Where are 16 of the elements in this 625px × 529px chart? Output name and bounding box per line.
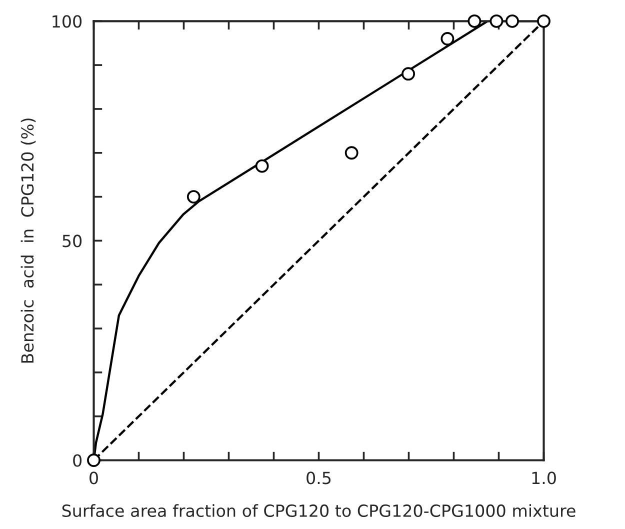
point [468, 14, 482, 28]
x-tick-label: 0 [90, 472, 98, 484]
point [440, 32, 454, 46]
point [344, 146, 358, 160]
y-tick-label: 0 [73, 454, 82, 467]
point [186, 190, 200, 204]
point [490, 14, 504, 28]
y-tick-label: 100 [52, 15, 82, 28]
point [506, 14, 519, 28]
y-tick-label: 50 [62, 234, 82, 248]
point [402, 67, 416, 81]
y-axis-title: Benzoic acid in CPG120 (%) [20, 118, 36, 363]
point [255, 159, 269, 173]
x-tick-label: 1.0 [532, 472, 556, 484]
x-tick-label: 0.5 [306, 472, 331, 484]
x-axis-title: Surface area fraction of CPG120 to CPG120-CPG1000 mixture [62, 504, 576, 518]
